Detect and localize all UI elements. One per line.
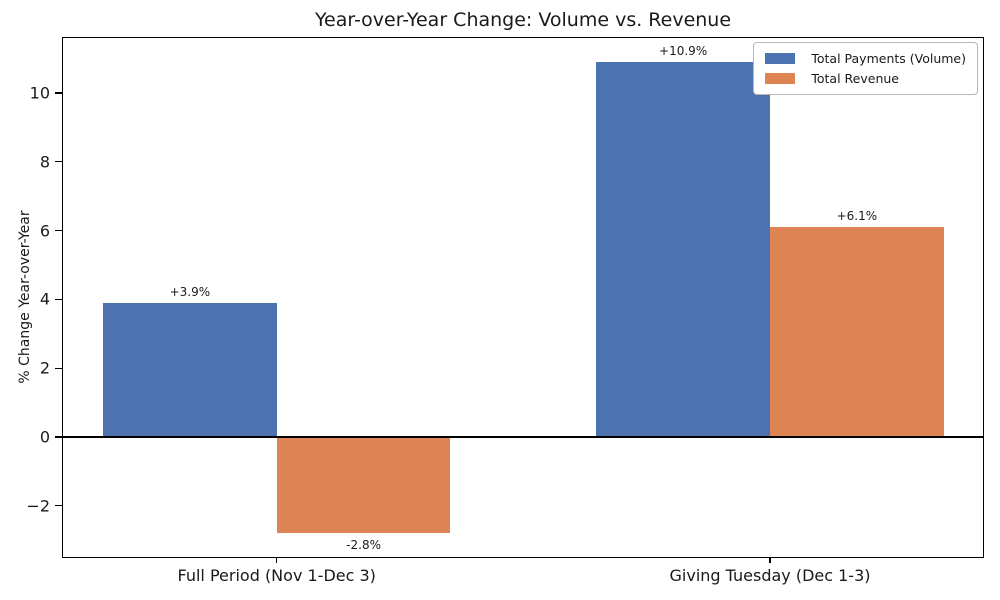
y-tick-label: 0 — [39, 427, 50, 447]
bar — [103, 302, 277, 437]
bar-value-label: -2.8% — [346, 538, 381, 553]
chart-title: Year-over-Year Change: Volume vs. Revenu… — [314, 9, 732, 31]
y-tick-mark — [55, 367, 62, 369]
legend-item: Total Payments (Volume) — [765, 51, 966, 66]
bar — [770, 227, 944, 437]
y-tick-label: 8 — [39, 152, 50, 172]
y-tick-label: 4 — [39, 289, 50, 309]
legend-swatch — [765, 53, 796, 64]
legend-item: Total Revenue — [765, 71, 966, 86]
zero-line — [62, 436, 984, 438]
bar-value-label: +3.9% — [169, 284, 211, 299]
y-tick-mark — [55, 505, 62, 507]
x-tick-label: Full Period (Nov 1-Dec 3) — [177, 566, 376, 585]
y-tick-label: −2 — [26, 496, 50, 516]
legend: Total Payments (Volume) Total Revenue — [753, 42, 978, 95]
x-tick-mark — [769, 558, 771, 563]
x-tick-mark — [276, 558, 278, 563]
y-tick-mark — [55, 161, 62, 163]
bar-value-label: +6.1% — [836, 209, 878, 224]
y-tick-label: 6 — [39, 221, 50, 241]
bar-value-label: +10.9% — [659, 44, 708, 59]
y-tick-label: 10 — [29, 83, 50, 103]
y-tick-mark — [55, 298, 62, 301]
legend-label: Total Payments (Volume) — [811, 51, 966, 66]
bar — [276, 436, 451, 534]
legend-label: Total Revenue — [811, 71, 899, 86]
x-tick-label: Giving Tuesday (Dec 1-3) — [669, 566, 871, 585]
y-tick-mark — [55, 436, 62, 438]
y-tick-mark — [55, 92, 62, 94]
legend-swatch — [765, 73, 796, 84]
y-tick-label: 2 — [39, 358, 50, 378]
bar — [596, 62, 770, 437]
y-tick-mark — [55, 229, 62, 232]
